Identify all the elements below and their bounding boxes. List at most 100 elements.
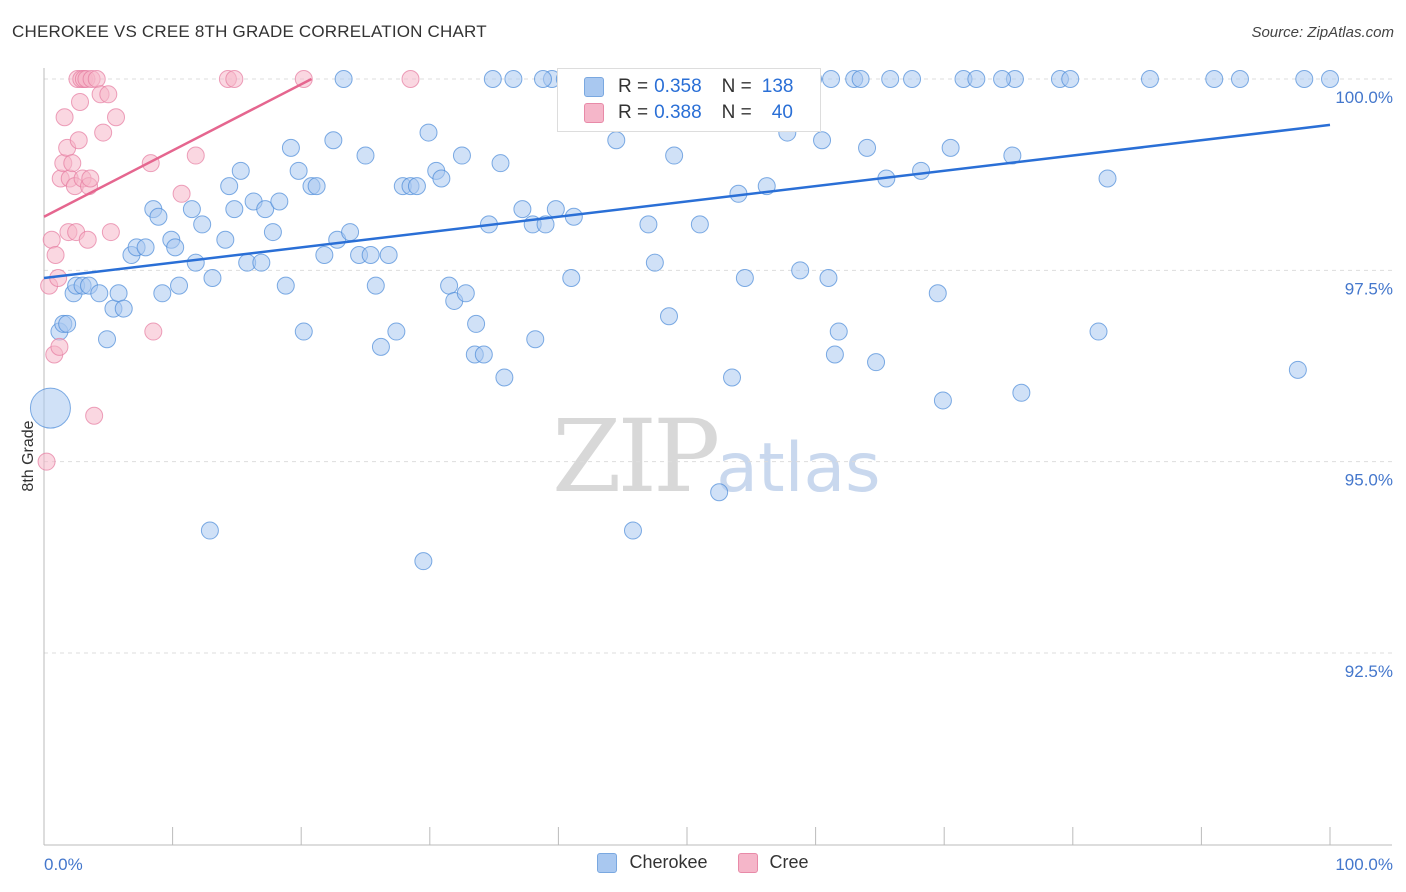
point-cherokee	[263, 223, 282, 242]
point-cree	[294, 70, 313, 88]
point-cherokee	[474, 345, 493, 364]
point-cherokee	[334, 70, 353, 88]
point-cherokee	[216, 230, 235, 249]
point-cree	[101, 223, 120, 242]
point-cherokee	[182, 200, 201, 219]
point-cherokee	[294, 322, 313, 341]
point-cherokee	[366, 276, 385, 295]
point-cherokee	[822, 70, 841, 88]
point-cherokee	[440, 276, 459, 295]
point-cree	[107, 108, 126, 127]
point-cherokee	[993, 70, 1012, 88]
point-cherokee	[813, 131, 832, 150]
chart-title: CHEROKEE VS CREE 8TH GRADE CORRELATION C…	[12, 22, 487, 41]
legend-swatch-cherokee	[584, 77, 604, 97]
trend-lines	[43, 77, 1331, 280]
legend-r-label: R =	[618, 76, 649, 97]
point-cherokee	[928, 284, 947, 303]
point-cherokee	[623, 521, 642, 540]
point-cherokee	[912, 161, 931, 180]
point-cherokee	[456, 284, 475, 303]
point-cherokee	[153, 284, 172, 303]
point-cherokee	[114, 299, 133, 318]
point-cherokee	[659, 307, 678, 326]
point-cherokee	[851, 70, 870, 88]
point-cree	[46, 246, 65, 265]
point-cherokee	[203, 268, 222, 287]
point-cherokee	[414, 552, 433, 571]
point-cherokee	[90, 284, 109, 303]
x-tick-label: 0.0%	[44, 855, 83, 874]
axes	[43, 68, 1392, 846]
point-cherokee	[166, 238, 185, 257]
point-cherokee	[379, 246, 398, 265]
legend-n-value: 40	[771, 102, 793, 123]
series-cree	[37, 70, 420, 471]
point-cherokee	[109, 284, 128, 303]
point-cherokee	[1205, 70, 1224, 88]
point-cree	[144, 322, 163, 341]
legend-swatch-cree	[737, 852, 758, 873]
legend-r-value: 0.388	[654, 102, 702, 123]
point-cree	[42, 230, 61, 249]
legend-n-label: N =	[721, 76, 752, 97]
point-cherokee	[526, 330, 545, 349]
point-cherokee	[690, 215, 709, 234]
trend-line-cree	[43, 77, 313, 218]
trend-line-cherokee	[43, 123, 1331, 280]
legend-item-cherokee[interactable]: Cherokee	[597, 852, 708, 873]
point-cree	[78, 230, 97, 249]
y-tick-label: 92.5%	[1345, 662, 1393, 681]
point-cree	[69, 131, 88, 150]
point-cherokee	[276, 276, 295, 295]
point-cherokee	[341, 223, 360, 242]
point-cherokee	[1003, 146, 1022, 165]
point-cherokee	[483, 70, 502, 88]
point-cherokee	[825, 345, 844, 364]
point-cherokee	[356, 146, 375, 165]
point-cherokee	[1098, 169, 1117, 188]
point-cherokee	[1140, 70, 1159, 88]
point-cherokee	[639, 215, 658, 234]
point-cherokee	[419, 123, 438, 142]
point-cherokee	[1061, 70, 1080, 88]
point-cherokee	[495, 368, 514, 387]
watermark: ZIPatlas	[552, 398, 881, 515]
point-cherokee	[1295, 70, 1314, 88]
point-cree	[37, 452, 56, 471]
point-cherokee	[1012, 383, 1031, 402]
point-cherokee	[941, 138, 960, 157]
point-cherokee	[387, 322, 406, 341]
legend-item-cree[interactable]: Cree	[737, 852, 809, 873]
point-cherokee	[1230, 70, 1249, 88]
point-cherokee	[710, 483, 729, 502]
legend-n-label: N =	[721, 102, 752, 123]
legend-label-cree: Cree	[769, 852, 809, 872]
point-cree	[186, 146, 205, 165]
point-cherokee	[371, 337, 390, 356]
point-cree	[63, 154, 82, 173]
y-axis-label: 8th Grade	[20, 420, 37, 491]
legend-row-cherokee: R = 0.358 N = 138	[584, 75, 799, 99]
watermark-atlas: atlas	[716, 429, 881, 508]
point-cree	[50, 337, 69, 356]
point-cree	[225, 70, 244, 88]
data-points	[29, 70, 1339, 571]
point-cherokee	[407, 177, 426, 196]
point-cherokee	[225, 200, 244, 219]
point-cherokee	[29, 387, 71, 429]
legend-row-cree: R = 0.388 N = 40	[584, 101, 799, 125]
point-cree	[55, 108, 74, 127]
series-cherokee	[29, 70, 1339, 571]
point-cree	[401, 70, 420, 88]
point-cherokee	[252, 253, 271, 272]
axis-labels: 92.5% 95.0% 97.5% 100.0% 0.0% 100.0% 8th Grade	[20, 88, 1393, 874]
point-cherokee	[200, 521, 219, 540]
point-cherokee	[645, 253, 664, 272]
point-cherokee	[546, 200, 565, 219]
point-cherokee	[607, 131, 626, 150]
legend-r-label: R =	[618, 102, 649, 123]
point-cherokee	[791, 261, 810, 280]
point-cree	[172, 184, 191, 203]
